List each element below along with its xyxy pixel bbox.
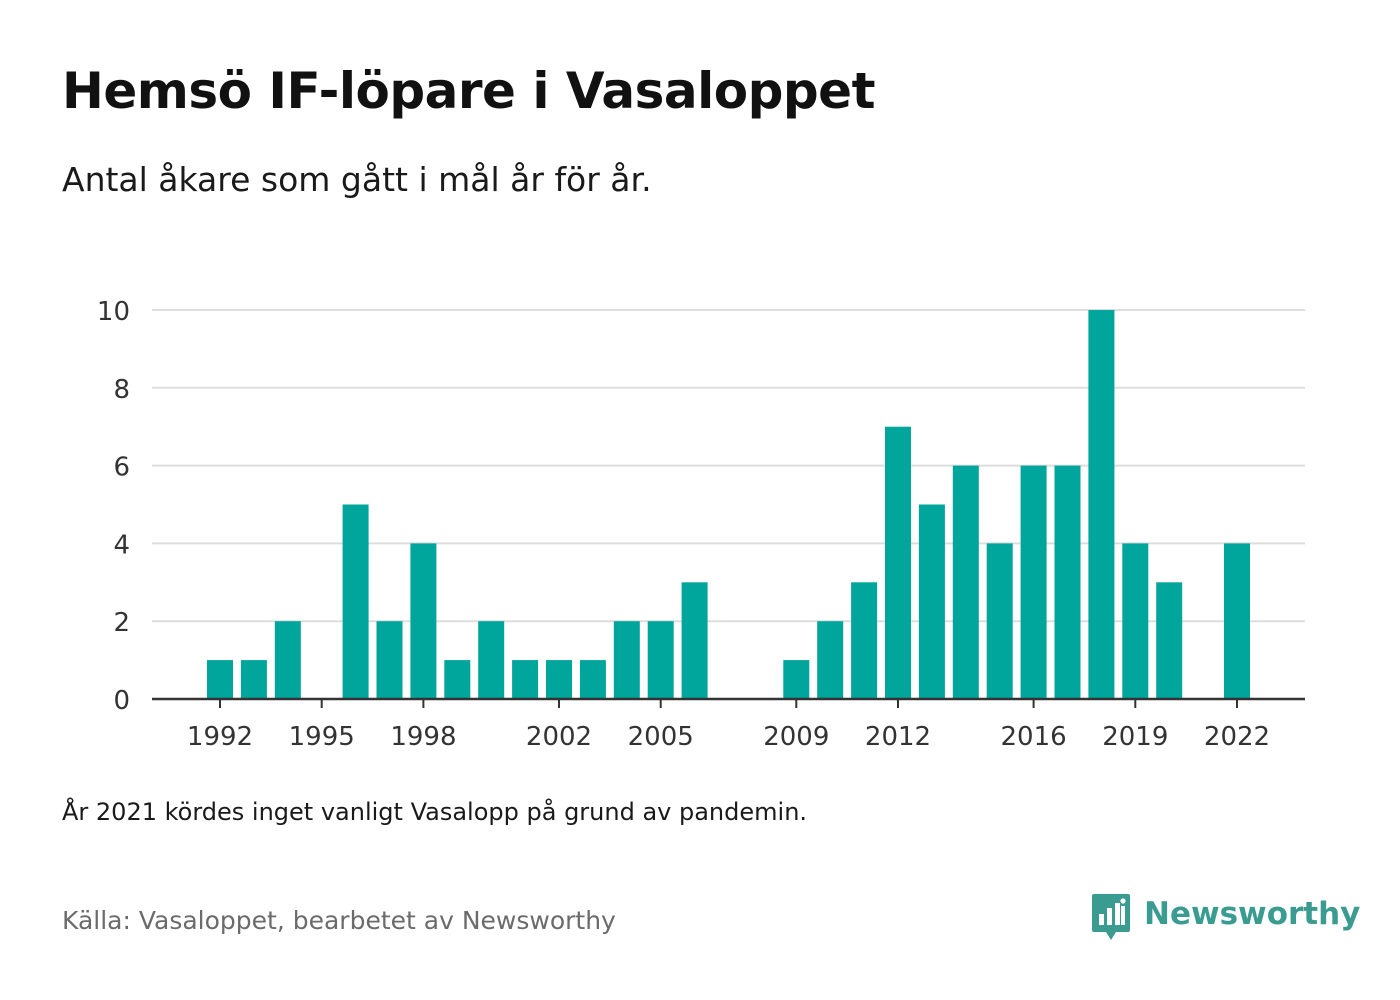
bars [207,310,1250,699]
bar-2004 [613,621,640,699]
y-tick-label: 4 [113,530,130,560]
x-tick-label: 2019 [1102,722,1168,752]
y-tick-label: 0 [113,686,130,716]
newsworthy-logo-icon [1092,894,1130,940]
brand-logo: Newsworthy [1090,890,1360,946]
x-tick-label: 2016 [1001,722,1067,752]
bar-2002 [546,660,572,699]
x-tick-label: 2009 [763,722,829,752]
bar-1998 [410,543,437,699]
x-axis-ticks: 1992 1995 1998 2002 2005 2009 2012 2016 2019 2022 [187,699,1270,752]
x-tick-label: 2022 [1204,722,1270,752]
bar-2006 [681,582,708,699]
footnote: År 2021 kördes inget vanligt Vasalopp på… [62,798,808,826]
bar-2017 [1054,465,1081,699]
y-tick-label: 8 [113,375,130,405]
bar-2016 [1020,465,1047,699]
bar-2013 [918,504,945,699]
x-tick-label: 2002 [526,722,592,752]
bar-1997 [376,621,403,699]
bar-2009 [783,660,810,699]
source-credit: Källa: Vasaloppet, bearbetet av Newswort… [62,906,616,935]
bar-1999 [444,660,471,699]
x-tick-label: 1995 [289,722,355,752]
brand-name: Newsworthy [1144,896,1361,932]
bar-2014 [952,465,979,699]
bar-2000 [478,621,505,699]
bar-2012 [885,426,911,699]
bar-2005 [647,621,674,699]
chart-subtitle: Antal åkare som gått i mål år för år. [62,160,652,199]
bar-2011 [851,582,878,699]
bar-2018 [1088,310,1115,699]
y-tick-label: 10 [97,297,130,327]
y-tick-label: 6 [113,453,130,483]
bar-2022 [1224,543,1250,699]
y-tick-label: 2 [113,608,130,638]
bar-2010 [817,621,844,699]
bar-1994 [274,621,301,699]
x-tick-label: 1998 [390,722,456,752]
bar-2001 [512,660,539,699]
bar-2020 [1156,582,1183,699]
x-tick-label: 2012 [865,722,931,752]
bar-1992 [207,660,233,699]
bar-2003 [579,660,606,699]
bar-1993 [240,660,267,699]
chart-title: Hemsö IF-löpare i Vasaloppet [62,62,875,120]
bar-2015 [986,543,1013,699]
bar-2019 [1122,543,1149,699]
x-tick-label: 2005 [628,722,694,752]
x-tick-label: 1992 [187,722,253,752]
bar-1996 [342,504,369,699]
y-axis-ticks: 0 2 4 6 8 10 [97,297,130,716]
